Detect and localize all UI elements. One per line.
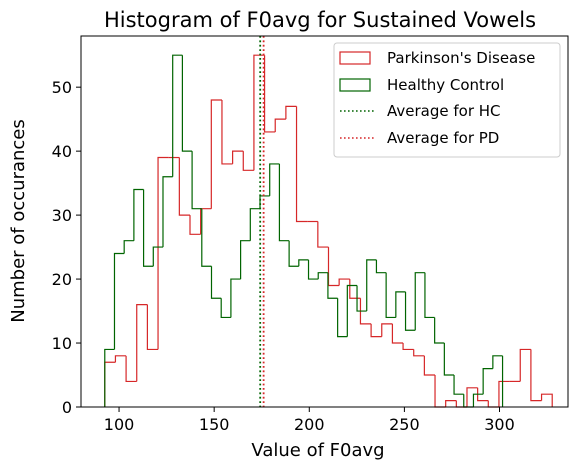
histogram-bin-hc — [152, 246, 163, 267]
histogram-bin-hc — [492, 355, 503, 369]
y-tick-label: 20 — [52, 270, 72, 289]
histogram-bin-hc — [269, 163, 280, 196]
histogram-bin-pd — [540, 393, 553, 407]
histogram-bin-hc — [210, 266, 222, 299]
histogram-bin-pd — [285, 105, 297, 120]
histogram-bin-hc — [123, 240, 134, 254]
histogram-bin-hc — [201, 208, 212, 267]
histogram-bin-pd — [423, 355, 436, 376]
histogram-bin-pd — [466, 387, 478, 407]
x-tick-label: 250 — [389, 415, 420, 434]
histogram-series — [104, 54, 553, 408]
y-tick-label: 0 — [62, 398, 72, 417]
histogram-bin-hc — [366, 259, 377, 312]
legend-label-pd-average: Average for PD — [387, 129, 499, 147]
legend-frame — [333, 42, 561, 158]
histogram-bin-pd — [317, 221, 329, 248]
y-axis-label: Number of occurances — [8, 119, 29, 323]
histogram-bin-pd — [477, 387, 489, 402]
histogram-bin-hc — [249, 208, 261, 241]
histogram-bin-pd — [221, 99, 233, 165]
histogram-bin-hc — [288, 240, 299, 267]
histogram-bin-pd — [519, 348, 531, 382]
histogram-bin-pd — [530, 349, 542, 402]
histogram-bin-pd — [242, 151, 254, 171]
y-tick-label: 10 — [52, 334, 72, 353]
legend-label-hc-average: Average for HC — [387, 102, 501, 120]
legend: Parkinson's Disease Healthy Control Aver… — [333, 42, 561, 158]
y-tick-label: 40 — [52, 142, 72, 161]
series-hc — [104, 54, 504, 408]
reference-lines — [259, 36, 265, 407]
x-tick-label: 300 — [484, 415, 515, 434]
histogram-bin-hc — [356, 285, 367, 312]
histogram-bin-pd — [391, 323, 404, 344]
histogram-bin-hc — [220, 298, 231, 319]
histogram-bin-pd — [125, 355, 137, 383]
histogram-bin-hc — [385, 272, 396, 319]
histogram-bin-hc — [104, 348, 115, 407]
histogram-bin-pd — [157, 156, 169, 350]
y-axis-ticks: 0 10 20 30 40 50 — [52, 78, 81, 417]
histogram-bin-pd — [136, 304, 148, 382]
histogram-bin-hc — [181, 55, 193, 152]
histogram-bin-pd — [210, 99, 222, 209]
histogram-bin-pd — [295, 106, 308, 223]
histogram-bin-pd — [498, 380, 510, 407]
y-tick-label: 50 — [52, 78, 72, 97]
histogram-bin-hc — [453, 375, 464, 395]
histogram-bin-hc — [172, 54, 183, 177]
x-tick-label: 100 — [104, 415, 135, 434]
histogram-bin-hc — [142, 189, 154, 267]
histogram-bin-hc — [133, 188, 144, 241]
histogram-bin-hc — [191, 151, 202, 210]
legend-swatch-pd — [339, 51, 371, 65]
histogram-bin-hc — [307, 259, 319, 280]
histogram-bin-pd — [263, 55, 276, 133]
histogram-bin-pd — [359, 298, 372, 325]
histogram-bin-hc — [472, 393, 484, 407]
legend-swatch-hc — [339, 78, 371, 92]
histogram-bin-pd — [274, 118, 286, 132]
histogram-bin-pd — [338, 278, 350, 286]
x-tick-label: 200 — [294, 415, 325, 434]
y-tick-label: 30 — [52, 206, 72, 225]
histogram-bin-hc — [337, 298, 348, 338]
plot-area-frame — [80, 35, 569, 408]
histogram-bin-pd — [232, 150, 244, 164]
histogram-bin-pd — [114, 355, 127, 363]
histogram-bin-hc — [414, 272, 425, 331]
histogram-bin-pd — [381, 323, 393, 337]
histogram-bin-pd — [178, 157, 191, 216]
histogram-bin-hc — [434, 317, 445, 344]
histogram-bin-hc — [482, 368, 493, 395]
histogram-bin-pd — [146, 304, 159, 351]
x-axis-label: Value of F0avg — [251, 440, 384, 461]
chart-title: Histogram of F0avg for Sustained Vowels — [104, 8, 536, 32]
histogram-bin-hc — [317, 272, 328, 280]
histogram-bin-hc — [404, 291, 416, 331]
legend-label-pd: Parkinson's Disease — [387, 49, 535, 67]
legend-label-hc: Healthy Control — [387, 76, 504, 94]
histogram-bin-hc — [162, 176, 173, 248]
histogram-bin-hc — [113, 252, 125, 350]
histogram-bin-hc — [298, 259, 309, 267]
x-axis-ticks: 100 150 200 250 300 — [104, 407, 515, 434]
histogram-bin-hc — [443, 343, 455, 376]
histogram-bin-hc — [424, 272, 435, 319]
histogram-bin-hc — [375, 259, 387, 274]
histogram-bin-pd — [445, 400, 457, 407]
histogram-bin-hc — [278, 163, 290, 242]
histogram-bin-pd — [189, 215, 201, 235]
histogram-bin-pd — [402, 343, 414, 351]
histogram-bin-hc — [395, 291, 406, 318]
histogram-bin-hc — [240, 240, 251, 280]
histogram-bin-hc — [327, 272, 338, 299]
histogram-bin-pd — [413, 349, 425, 357]
histogram-bin-hc — [230, 278, 241, 318]
x-tick-label: 150 — [199, 415, 230, 434]
histogram-bin-hc — [346, 284, 358, 337]
histogram-bin-pd — [370, 323, 382, 338]
